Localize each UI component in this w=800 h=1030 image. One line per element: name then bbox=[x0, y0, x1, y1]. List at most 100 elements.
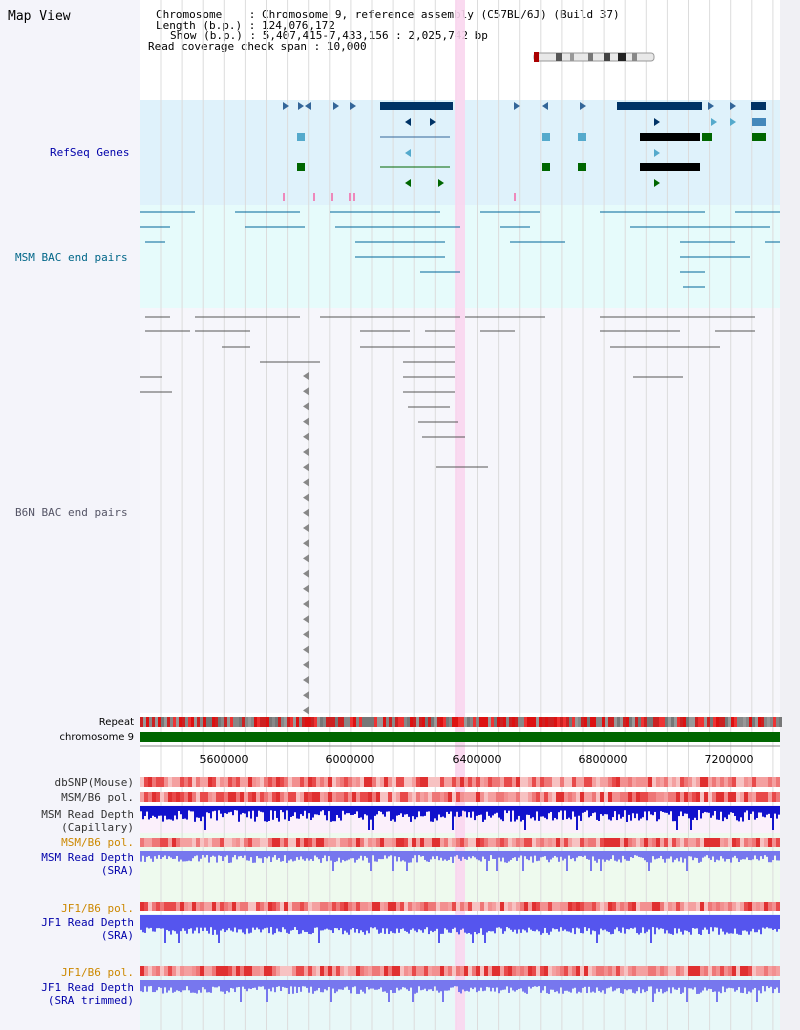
depth-bar bbox=[350, 915, 352, 930]
repeat-block bbox=[353, 717, 356, 727]
depth-bar bbox=[506, 980, 508, 987]
b6n-bac-pairs[interactable] bbox=[140, 316, 755, 468]
depth-bar bbox=[554, 806, 556, 818]
heat-cell bbox=[548, 838, 552, 847]
depth-bar bbox=[184, 915, 186, 931]
track-label-msm-sra[interactable]: MSM Read Depth (SRA) bbox=[41, 851, 134, 877]
b6n-stacked-ends[interactable] bbox=[303, 372, 309, 715]
depth-bar bbox=[660, 915, 662, 929]
depth-bar bbox=[270, 806, 272, 811]
heat-cell bbox=[332, 792, 336, 802]
track-label-msm-pol[interactable]: MSM/B6 pol. bbox=[61, 791, 134, 804]
chromosome-bar[interactable] bbox=[140, 732, 780, 742]
depth-bar bbox=[628, 980, 630, 990]
depth-bar bbox=[374, 806, 376, 816]
chromosome-ideogram[interactable] bbox=[533, 52, 655, 62]
depth-bar bbox=[366, 980, 368, 987]
depth-bar bbox=[442, 851, 444, 861]
depth-bar bbox=[748, 915, 750, 935]
track-label-jf1-pol[interactable]: JF1/B6 pol. bbox=[61, 902, 134, 915]
repeat-block bbox=[221, 717, 224, 727]
heat-cell bbox=[592, 902, 596, 911]
depth-bar bbox=[324, 980, 326, 990]
heat-cell bbox=[776, 966, 780, 976]
track-label-b6n-bac[interactable]: B6N BAC end pairs bbox=[15, 506, 128, 519]
depth-bar bbox=[318, 915, 320, 943]
heat-cell bbox=[668, 838, 672, 847]
depth-bar bbox=[496, 851, 498, 871]
depth-bar bbox=[452, 980, 454, 988]
track-label-jf1-trimmed[interactable]: JF1 Read Depth (SRA trimmed) bbox=[41, 981, 134, 1007]
depth-bar bbox=[412, 915, 414, 929]
repeat-block bbox=[623, 717, 626, 727]
track-label-msm-pol-2[interactable]: MSM/B6 pol. bbox=[61, 836, 134, 849]
repeat-block bbox=[308, 717, 311, 727]
track-label-msm-capillary[interactable]: MSM Read Depth (Capillary) bbox=[41, 808, 134, 834]
track-label-jf1-pol-2[interactable]: JF1/B6 pol. bbox=[61, 966, 134, 979]
depth-bar bbox=[140, 851, 142, 862]
bac-end-marker bbox=[303, 417, 309, 426]
depth-bar bbox=[624, 851, 626, 860]
depth-bar bbox=[184, 851, 186, 862]
heat-cell bbox=[160, 966, 164, 976]
repeat-block bbox=[464, 717, 467, 727]
depth-bar bbox=[156, 851, 158, 859]
depth-bar bbox=[772, 851, 774, 861]
heat-cell bbox=[160, 777, 164, 787]
depth-bar bbox=[390, 980, 392, 991]
depth-bar bbox=[548, 806, 550, 814]
repeat-block bbox=[611, 717, 614, 727]
repeat-track[interactable] bbox=[140, 717, 782, 727]
depth-bar bbox=[264, 851, 266, 858]
depth-bar bbox=[540, 806, 542, 817]
depth-bar bbox=[316, 980, 318, 991]
depth-bar bbox=[740, 806, 742, 818]
heat-cell bbox=[216, 777, 220, 787]
repeat-block bbox=[326, 717, 329, 727]
jf1-trimmed-depth[interactable] bbox=[140, 980, 780, 1002]
msm-pol-heat-strip[interactable] bbox=[140, 792, 780, 802]
repeat-block bbox=[779, 717, 782, 727]
track-label-refseq[interactable]: RefSeq Genes bbox=[50, 146, 130, 159]
length-label: Length (b.p.) bbox=[156, 18, 243, 32]
heat-cell bbox=[540, 777, 544, 787]
depth-bar bbox=[630, 851, 632, 858]
msm-bac-pairs[interactable] bbox=[140, 211, 780, 288]
heat-cell bbox=[752, 838, 756, 847]
track-label-dbsnp[interactable]: dbSNP(Mouse) bbox=[54, 776, 134, 789]
depth-bar bbox=[528, 980, 530, 987]
msm-capillary-depth[interactable] bbox=[140, 806, 780, 830]
selection-highlight[interactable] bbox=[455, 0, 465, 1030]
heat-cell bbox=[484, 966, 488, 976]
depth-bar bbox=[492, 806, 494, 816]
track-label-jf1-sra[interactable]: JF1 Read Depth (SRA) bbox=[41, 916, 134, 942]
heat-cell bbox=[700, 838, 704, 847]
depth-bar bbox=[146, 851, 148, 857]
depth-bar bbox=[408, 980, 410, 991]
depth-bar bbox=[504, 980, 506, 990]
depth-bar bbox=[630, 806, 632, 821]
depth-bar bbox=[430, 806, 432, 822]
track-label-msm-bac[interactable]: MSM BAC end pairs bbox=[15, 251, 128, 264]
repeat-block bbox=[149, 717, 152, 727]
heat-cell bbox=[604, 902, 608, 911]
msm-pol2-heat-strip[interactable] bbox=[140, 838, 780, 847]
depth-bar bbox=[340, 806, 342, 821]
heat-cell bbox=[648, 902, 652, 911]
depth-bar bbox=[184, 806, 186, 819]
depth-bar bbox=[450, 806, 452, 812]
repeat-block bbox=[518, 717, 521, 727]
jf1-pol2-heat-strip[interactable] bbox=[140, 966, 780, 976]
depth-bar bbox=[414, 806, 416, 820]
dbsnp-heat-strip[interactable] bbox=[140, 777, 780, 787]
jf1-pol-heat-strip[interactable] bbox=[140, 902, 780, 911]
heat-cell bbox=[688, 902, 692, 911]
jf1-sra-depth[interactable] bbox=[140, 915, 780, 943]
msm-sra-depth[interactable] bbox=[140, 851, 780, 871]
depth-bar bbox=[344, 915, 346, 931]
depth-bar bbox=[556, 980, 558, 992]
depth-bar bbox=[510, 806, 512, 822]
depth-bar bbox=[464, 851, 466, 860]
refseq-genes[interactable] bbox=[283, 102, 766, 201]
